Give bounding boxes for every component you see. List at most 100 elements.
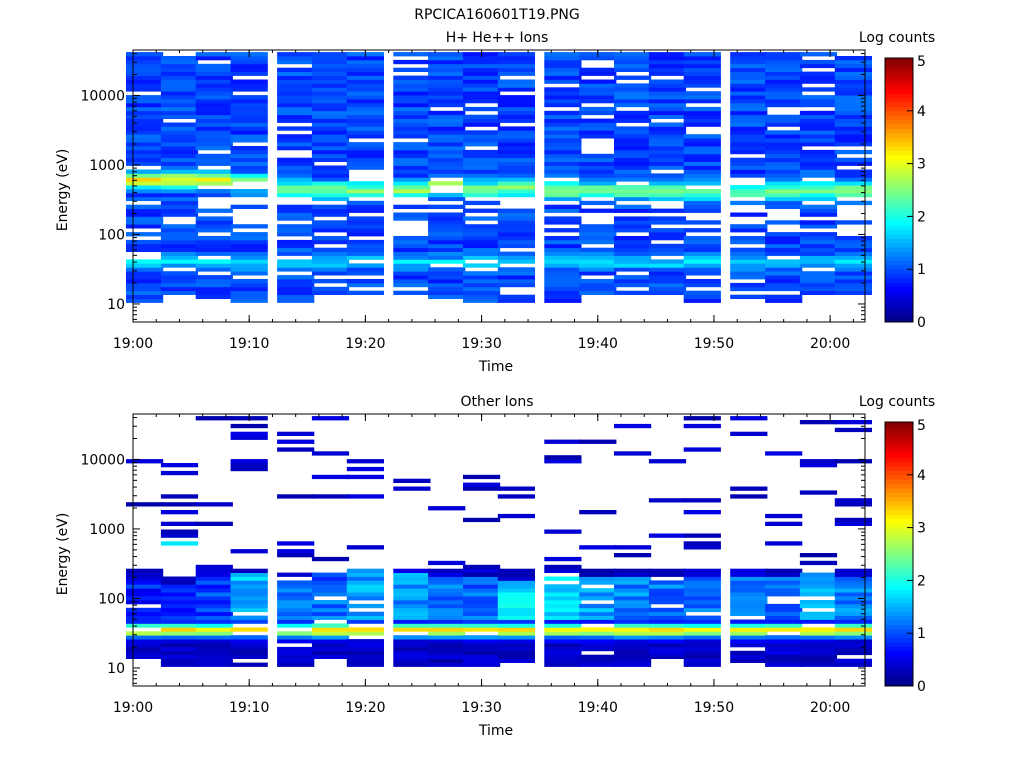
heatmap-cell — [497, 623, 535, 628]
heatmap-cell — [648, 149, 687, 155]
heatmap-cell — [160, 494, 199, 499]
heatmap-cell — [834, 189, 872, 194]
heatmap-cell — [393, 173, 431, 178]
x-tick-label: 19:50 — [694, 700, 734, 716]
heatmap-cell — [346, 134, 384, 139]
heatmap-cell — [834, 91, 872, 96]
heatmap-cell — [230, 294, 268, 299]
heatmap-cell — [544, 247, 582, 252]
heatmap-cell — [160, 584, 199, 589]
heatmap-cell — [614, 216, 652, 221]
heatmap-cell — [346, 83, 384, 88]
colorbar-tick-label: 3 — [917, 521, 926, 537]
heatmap-cell — [126, 650, 164, 656]
heatmap-cell — [346, 239, 384, 245]
heatmap-cell — [346, 189, 384, 194]
heatmap-cell — [683, 204, 721, 209]
heatmap-cell — [765, 580, 803, 585]
heatmap-cell — [195, 572, 233, 577]
heatmap-cell — [277, 161, 315, 166]
colorbar-segment — [885, 615, 913, 621]
heatmap-cell — [834, 611, 872, 616]
heatmap-cell — [428, 639, 466, 644]
heatmap-cell — [393, 615, 431, 620]
heatmap-cell — [393, 75, 431, 80]
x-tick-label: 19:20 — [345, 700, 385, 716]
heatmap-cell — [799, 122, 838, 127]
heatmap-cell — [730, 192, 768, 198]
colorbar-segment — [885, 492, 913, 498]
heatmap-cell — [497, 59, 535, 65]
heatmap-cell — [497, 67, 535, 72]
heatmap-cell — [230, 463, 268, 468]
heatmap-cell — [834, 177, 872, 182]
heatmap-cell — [730, 611, 768, 616]
heatmap-cell — [126, 169, 164, 174]
heatmap-cell — [683, 271, 721, 276]
heatmap-cell — [799, 157, 838, 162]
heatmap-cell — [230, 165, 268, 170]
y-tick-label: 1000 — [89, 158, 125, 174]
heatmap-cell — [834, 631, 872, 636]
heatmap-cell — [230, 67, 268, 72]
heatmap-cell — [765, 263, 803, 268]
heatmap-cell — [834, 623, 872, 628]
heatmap-cell — [497, 110, 535, 116]
heatmap-cell — [614, 627, 652, 632]
colorbar-segment — [885, 677, 913, 683]
heatmap-cell — [683, 134, 721, 139]
heatmap-cell — [428, 259, 466, 264]
colorbar-segment — [885, 154, 913, 160]
heatmap-cell — [614, 102, 652, 108]
heatmap-cell — [614, 63, 652, 69]
heatmap-cell — [765, 67, 803, 72]
colorbar-segment — [885, 291, 913, 297]
colorbar-tick-label: 1 — [917, 626, 926, 642]
heatmap-cell — [730, 486, 768, 491]
heatmap-cell — [311, 185, 350, 190]
heatmap-cell — [730, 110, 768, 116]
heatmap-cell — [346, 545, 384, 550]
heatmap-cell — [428, 596, 466, 601]
heatmap-cell — [346, 290, 384, 295]
heatmap-cell — [463, 635, 501, 640]
heatmap-cell — [544, 588, 582, 593]
heatmap-cell — [160, 611, 199, 616]
heatmap-cell — [730, 157, 768, 162]
heatmap-cell — [683, 298, 721, 303]
heatmap-cell — [311, 192, 350, 198]
heatmap-cell — [497, 149, 535, 155]
heatmap-cell — [277, 71, 315, 76]
heatmap-cell — [799, 102, 838, 108]
heatmap-cell — [799, 189, 838, 194]
heatmap-cell — [428, 286, 466, 292]
colorbar-segment — [885, 466, 913, 471]
colorbar-segment — [885, 501, 913, 507]
heatmap-cell — [230, 596, 268, 601]
heatmap-cell — [195, 134, 233, 139]
heatmap-cell — [614, 423, 652, 429]
heatmap-cell — [393, 580, 431, 585]
heatmap-cell — [544, 564, 582, 570]
heatmap-cell — [311, 271, 350, 276]
x-tick-label: 19:10 — [229, 336, 269, 352]
heatmap-cell — [579, 83, 617, 88]
heatmap-cell — [277, 114, 315, 119]
heatmap-cell — [544, 658, 582, 663]
heatmap-cell — [160, 271, 199, 276]
heatmap-cell — [614, 592, 652, 597]
heatmap-cell — [311, 79, 350, 84]
heatmap-cell — [765, 615, 803, 620]
heatmap-cell — [160, 251, 199, 256]
heatmap-cell — [346, 153, 384, 159]
heatmap-cell — [277, 290, 315, 295]
heatmap-cell — [614, 263, 652, 268]
heatmap-cell — [683, 56, 721, 61]
heatmap-cell — [765, 243, 803, 249]
heatmap-cell — [126, 267, 164, 272]
heatmap-cell — [277, 110, 315, 116]
heatmap-cell — [126, 286, 164, 292]
colorbar-tick-label: 2 — [917, 573, 926, 589]
heatmap-cell — [160, 596, 199, 601]
heatmap-cell — [683, 294, 721, 299]
